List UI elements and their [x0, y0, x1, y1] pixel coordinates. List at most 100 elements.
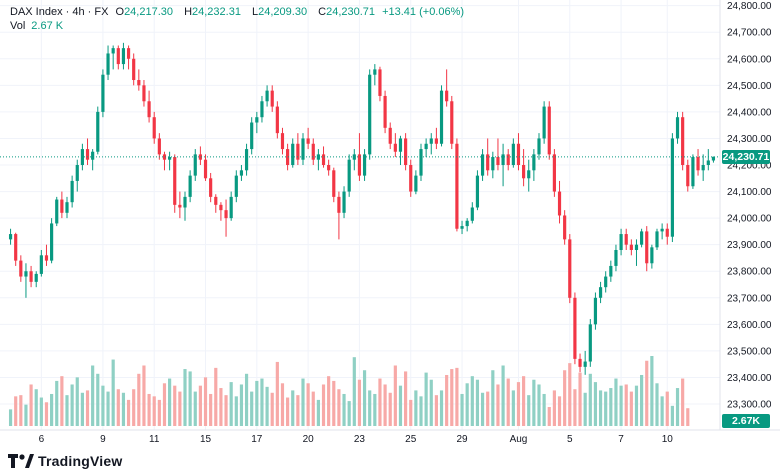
volume-bar [14, 396, 18, 426]
candle-body [506, 154, 510, 166]
volume-bar [270, 392, 274, 426]
candle-body [91, 151, 95, 160]
volume-bar [537, 384, 541, 426]
volume-bar [106, 391, 110, 426]
volume-bar [101, 385, 105, 426]
volume-bar [132, 389, 136, 426]
candle-body [655, 231, 659, 248]
candle-body [357, 154, 362, 176]
y-tick-label: 23,300.00 [727, 400, 772, 411]
y-tick-label: 24,800.00 [727, 1, 772, 12]
candle-body [198, 154, 202, 160]
candle-body [188, 175, 192, 197]
candle-body [70, 180, 74, 203]
candle-body [219, 204, 223, 211]
candle-body [152, 117, 156, 139]
volume-bar [75, 377, 79, 426]
volume-bar [455, 367, 459, 426]
open-label: O [115, 6, 125, 18]
volume-bar [126, 399, 131, 426]
candle-body [80, 149, 84, 166]
volume-bar [255, 380, 259, 426]
volume-bar [424, 372, 428, 426]
volume-bar [193, 391, 197, 426]
volume-bar [306, 383, 310, 426]
candle-body [670, 138, 674, 237]
candle-body [239, 170, 244, 176]
candle-body [650, 247, 654, 264]
x-tick-label: 6 [39, 434, 45, 445]
volume-bar [296, 395, 300, 426]
volume-bar [121, 392, 126, 426]
volume-bar [609, 388, 613, 426]
volume-bar [568, 363, 572, 426]
candle-body [496, 157, 500, 166]
candle-body [455, 143, 459, 229]
candle-body [542, 106, 546, 139]
volume-bar [542, 393, 546, 426]
x-tick-label: 11 [149, 434, 160, 445]
y-tick-label: 23,900.00 [727, 240, 772, 251]
volume-bar [311, 391, 315, 426]
volume-bar [465, 383, 469, 426]
candle-body [121, 48, 126, 65]
volume-bar [398, 385, 403, 426]
candle-body [19, 260, 23, 277]
volume-bar [496, 384, 500, 426]
candle-body [106, 53, 110, 75]
y-tick-label: 24,600.00 [727, 54, 772, 65]
volume-bar [681, 378, 685, 426]
volume-bar [506, 378, 510, 426]
volume-legend: Vol 2.67 K [10, 20, 63, 32]
volume-bar [593, 382, 598, 426]
candle-body [280, 133, 285, 150]
candle-body [691, 157, 695, 187]
candle-body [203, 159, 208, 179]
candle-body [173, 157, 177, 205]
volume-bar [327, 376, 331, 426]
x-tick-label: 15 [200, 434, 212, 445]
tradingview-footer[interactable]: TradingView [8, 452, 122, 470]
candle-body [260, 101, 264, 118]
volume-bar [383, 384, 387, 426]
volume-bar [39, 397, 43, 426]
candle-body [450, 101, 454, 144]
candle-body [578, 358, 582, 367]
y-tick-label: 23,400.00 [727, 373, 772, 384]
volume-bar [8, 409, 13, 426]
volume-bar [378, 378, 382, 426]
candle-body [675, 117, 680, 139]
candle-body [132, 58, 136, 81]
x-tick-label: 10 [662, 434, 674, 445]
volume-bar [55, 380, 59, 426]
volume-bar [301, 378, 305, 426]
candle-body [183, 196, 187, 208]
candle-body [250, 122, 254, 150]
volume-bar [624, 384, 628, 426]
candle-body [29, 271, 33, 282]
volume-bar [552, 390, 556, 426]
candle-body [645, 231, 649, 264]
high-value: 24,232.31 [192, 6, 241, 18]
candle-body [475, 175, 480, 208]
candle-body [60, 199, 64, 213]
volume-bar [475, 379, 480, 426]
y-tick-label: 24,000.00 [727, 214, 772, 225]
candle-body [116, 48, 120, 65]
candle-body [157, 138, 161, 155]
volume-bar [70, 384, 74, 426]
volume-bar [614, 378, 618, 426]
volume-bar [563, 370, 567, 426]
candle-body [634, 244, 639, 250]
candle-body [178, 204, 182, 208]
volume-bar [578, 372, 582, 426]
candle-body [162, 154, 167, 160]
volume-bar [168, 378, 172, 426]
symbol-label: DAX Index · 4h · FX [10, 6, 109, 18]
volume-bar [573, 389, 577, 426]
volume-bar [111, 359, 115, 426]
candles [8, 42, 716, 375]
candle-body [306, 138, 310, 144]
